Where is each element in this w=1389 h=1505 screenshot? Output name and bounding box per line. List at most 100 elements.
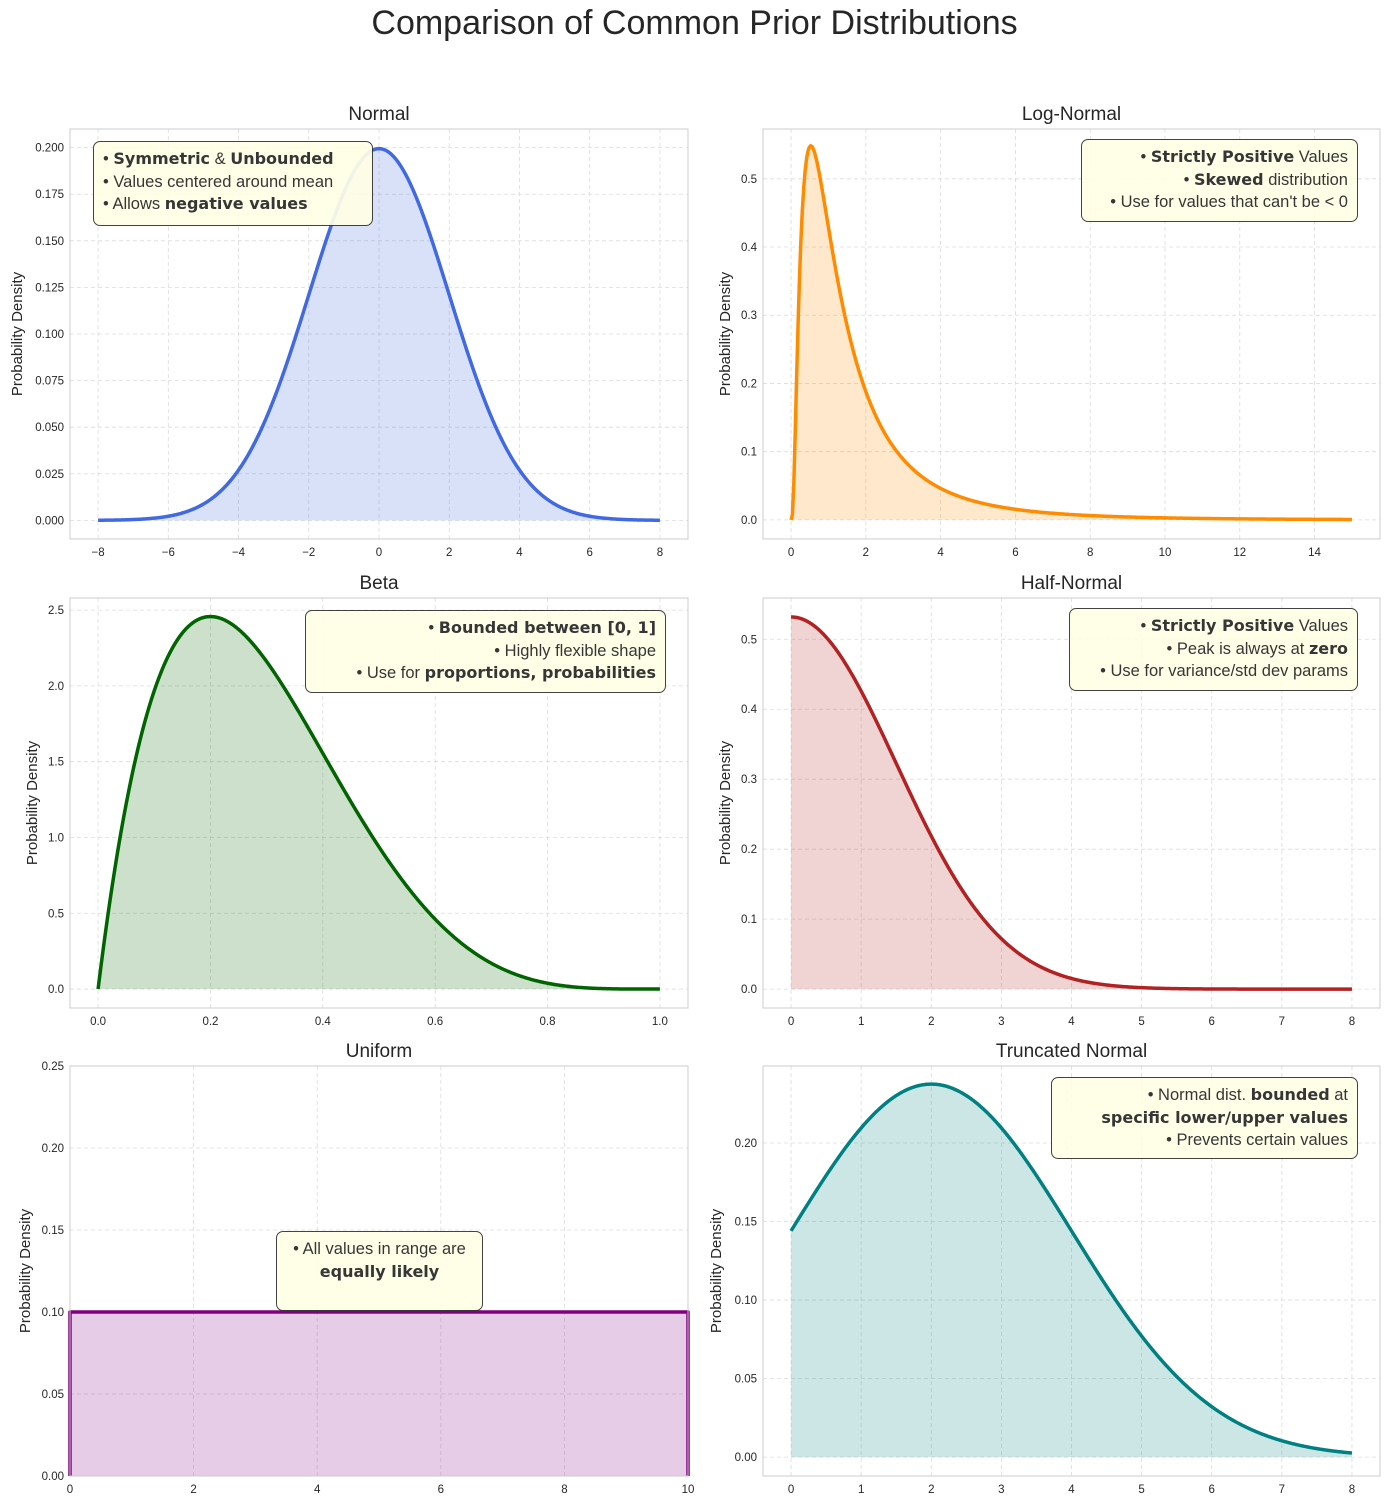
density-fill — [98, 616, 660, 990]
y-tick-label: 0.050 — [35, 422, 64, 434]
y-tick-label: 0.10 — [42, 1307, 64, 1319]
annotation-text: • — [428, 619, 439, 637]
x-tick-label: 4 — [1068, 1484, 1075, 1496]
annotation-line: • Normal dist. bounded at — [1061, 1084, 1348, 1107]
y-tick-label: 0.20 — [735, 1138, 757, 1150]
annotation-line: • Bounded between [0, 1] — [315, 617, 656, 640]
subplot-title: Half-Normal — [1021, 573, 1122, 594]
axes-frame — [762, 597, 1381, 1009]
y-tick-label: 0.4 — [741, 242, 758, 254]
annotation-line: • Use for proportions, probabilities — [315, 662, 657, 685]
annotation-emphasis: bounded — [1250, 1085, 1330, 1104]
x-tick-label: 0.2 — [202, 1016, 218, 1028]
annotation-text: • Use for variance/std dev params — [1100, 662, 1348, 680]
annotation-emphasis: zero — [1308, 638, 1348, 658]
annotation-line: • Highly flexible shape — [315, 640, 656, 663]
y-tick-label: 0.3 — [741, 310, 757, 322]
annotation-text: • — [1140, 617, 1151, 635]
annotation-box: • Strictly Positive Values • Skewed distr… — [1081, 139, 1358, 222]
x-tick-label: −4 — [232, 547, 246, 559]
x-tick-label: 1 — [858, 1016, 864, 1028]
x-tick-label: 8 — [657, 547, 663, 559]
y-tick-label: 0.2 — [741, 844, 757, 856]
y-tick-label: 0.100 — [35, 329, 64, 341]
y-tick-label: 1.0 — [48, 832, 64, 844]
annotation-text: • Use for values that can't be < 0 — [1110, 193, 1348, 211]
x-tick-label: 6 — [1012, 547, 1018, 559]
annotation-emphasis: Bounded between [0, 1] — [438, 618, 656, 637]
x-tick-label: 4 — [314, 1484, 321, 1496]
x-tick-label: 8 — [561, 1484, 567, 1496]
x-tick-label: 5 — [1138, 1484, 1144, 1496]
annotation-emphasis: Symmetric — [113, 149, 211, 168]
annotation-line: • Allows negative values — [103, 193, 363, 216]
y-axis-label: Probability Density — [708, 1208, 725, 1333]
x-tick-label: 0 — [376, 547, 382, 559]
x-tick-label: 10 — [1159, 547, 1172, 559]
x-tick-label: 7 — [1279, 1016, 1285, 1028]
x-tick-label: 2 — [446, 547, 452, 559]
subplot-title: Truncated Normal — [996, 1041, 1147, 1062]
annotation-line: • Skewed distribution — [1091, 169, 1348, 192]
y-tick-label: 0.2 — [741, 378, 757, 390]
annotation-line: • Values centered around mean — [103, 171, 363, 194]
y-tick-label: 0.150 — [35, 236, 64, 248]
density-curve — [97, 146, 661, 522]
axes-frame — [69, 1065, 689, 1477]
x-tick-label: 2 — [928, 1484, 934, 1496]
y-tick-label: 0.20 — [42, 1143, 64, 1155]
annotation-text: • Highly flexible shape — [494, 641, 656, 660]
y-axis-label: Probability Density — [24, 740, 41, 865]
y-tick-label: 0.175 — [35, 189, 64, 201]
annotation-text: & — [210, 150, 231, 168]
density-fill — [791, 616, 1352, 990]
density-curve — [789, 143, 1353, 522]
y-tick-label: 0.000 — [35, 515, 64, 527]
annotation-emphasis: Strictly Positive — [1150, 616, 1295, 635]
annotation-box: • Strictly Positive Values • Peak is alwa… — [1069, 608, 1358, 691]
y-axis-label: Probability Density — [9, 271, 26, 396]
annotation-line: • Prevents certain values — [1061, 1129, 1348, 1152]
x-tick-label: 0.8 — [540, 1016, 556, 1028]
x-tick-label: 8 — [1087, 547, 1093, 559]
annotation-line: • Strictly Positive Values — [1091, 146, 1349, 169]
annotation-text: • — [1183, 170, 1194, 189]
annotation-text: • All values in range are — [293, 1240, 466, 1258]
y-tick-label: 0.5 — [741, 634, 757, 646]
x-tick-label: 4 — [1068, 1016, 1075, 1028]
y-tick-label: 0.00 — [42, 1471, 64, 1483]
subplot-title: Beta — [359, 573, 399, 594]
annotation-text: • Allows — [103, 195, 165, 213]
annotation-text: • Values centered around mean — [103, 172, 334, 191]
x-tick-label: −8 — [92, 547, 105, 559]
subplot-title: Log-Normal — [1022, 104, 1121, 125]
y-tick-label: 0.3 — [741, 774, 757, 786]
annotation-line: equally likely — [286, 1261, 473, 1284]
y-tick-label: 0.15 — [42, 1225, 64, 1237]
x-tick-label: 2 — [863, 547, 869, 559]
y-tick-label: 0.0 — [741, 515, 757, 527]
x-tick-label: 1 — [858, 1484, 864, 1496]
x-tick-label: 0 — [67, 1484, 73, 1496]
density-curve — [96, 614, 661, 991]
x-tick-label: 8 — [1349, 1484, 1355, 1496]
y-tick-label: 0.200 — [35, 143, 64, 155]
annotation-line: • All values in range are — [286, 1238, 473, 1261]
y-tick-label: 0.4 — [741, 704, 758, 716]
x-tick-label: 12 — [1233, 547, 1246, 559]
annotation-emphasis: equally likely — [319, 1261, 440, 1281]
y-tick-label: 0.075 — [35, 376, 64, 388]
y-axis-label: Probability Density — [717, 740, 734, 865]
density-curve — [789, 1082, 1353, 1455]
annotation-text: • Normal dist. — [1147, 1086, 1251, 1104]
annotation-emphasis: Skewed — [1193, 169, 1264, 189]
x-tick-label: 0 — [788, 1016, 794, 1028]
annotation-emphasis: negative values — [164, 194, 308, 213]
density-fill — [98, 148, 660, 521]
y-tick-label: 0.10 — [735, 1295, 757, 1307]
subplot-title: Uniform — [346, 1041, 413, 1062]
annotation-line: • Peak is always at zero — [1079, 638, 1348, 661]
x-tick-label: 2 — [928, 1016, 934, 1028]
annotation-emphasis: proportions, probabilities — [424, 663, 656, 682]
